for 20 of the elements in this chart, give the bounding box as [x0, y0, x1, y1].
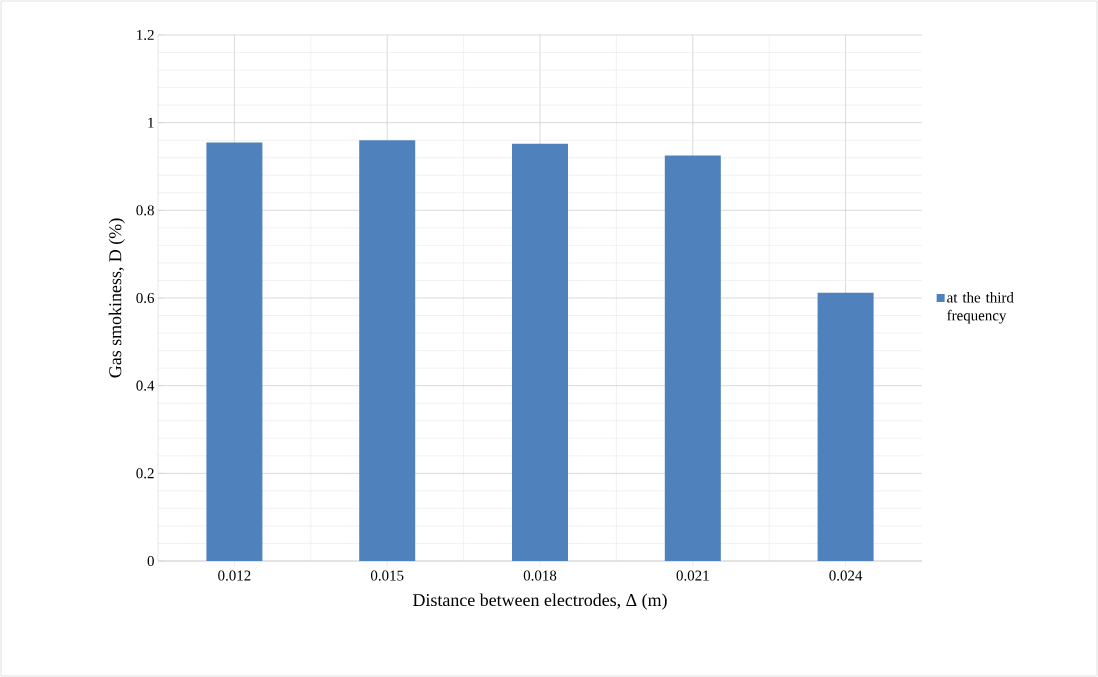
legend-label: at the third frequency — [947, 292, 1014, 324]
y-axis-title: Gas smokiness, D (%) — [108, 218, 125, 378]
x-tick-label: 0.018 — [523, 570, 557, 581]
y-tick-label: 1 — [148, 117, 154, 128]
bar — [817, 292, 874, 561]
bar — [512, 143, 568, 561]
x-tick-label: 0.012 — [218, 570, 251, 581]
bar — [206, 142, 263, 561]
y-tick-label: 0.6 — [136, 292, 155, 304]
y-tick-label: 1.2 — [137, 29, 154, 41]
x-tick-label: 0.021 — [676, 570, 709, 581]
x-tick-label: 0.015 — [370, 570, 404, 581]
y-tick-label: 0.2 — [136, 468, 154, 479]
x-tick-label: 0.024 — [829, 570, 863, 581]
bar — [664, 155, 721, 561]
x-axis-title: Distance between electrodes, Δ (m) — [413, 593, 667, 610]
y-tick-label: 0 — [147, 555, 154, 567]
bar — [359, 140, 416, 561]
y-tick-label: 0.8 — [136, 205, 154, 216]
y-tick-label: 0.4 — [136, 380, 155, 391]
